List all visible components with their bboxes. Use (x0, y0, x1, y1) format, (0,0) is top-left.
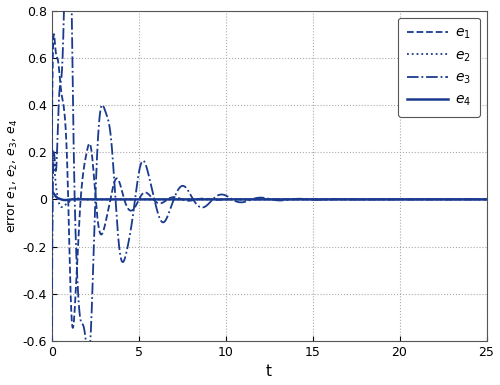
$e_1$ (371, 197, 377, 202)
Y-axis label: error $e_1$, $e_2$, $e_3$, $e_4$: error $e_1$, $e_2$, $e_3$, $e_4$ (6, 119, 20, 233)
$e_4$ (50, 190, 56, 195)
$e_2$ (48, 197, 54, 202)
$e_1$ (394, 197, 400, 202)
$e_3$ (48, 344, 54, 348)
$e_3$ (394, 197, 400, 202)
$e_2$ (58, 205, 64, 209)
$e_3$ (86, 354, 91, 358)
$e_4$ (394, 197, 400, 202)
Line: $e_4$: $e_4$ (52, 192, 486, 200)
$e_2$ (325, 197, 331, 202)
$e_2$ (206, 197, 212, 202)
$e_1$ (325, 197, 331, 202)
$e_4$ (306, 197, 312, 202)
$e_4$ (206, 197, 212, 202)
Line: $e_1$: $e_1$ (52, 34, 486, 328)
$e_2$ (306, 197, 312, 202)
$e_4$ (371, 197, 377, 202)
$e_4$ (325, 197, 331, 202)
Line: $e_3$: $e_3$ (52, 0, 486, 356)
$e_4$ (484, 197, 490, 202)
$e_2$ (70, 197, 76, 201)
$e_4$ (48, 191, 54, 195)
$e_1$ (70, 326, 76, 330)
$e_2$ (394, 197, 400, 202)
Line: $e_2$: $e_2$ (52, 146, 486, 207)
$e_4$ (70, 197, 76, 202)
$e_3$ (306, 197, 312, 202)
$e_1$ (70, 321, 76, 326)
$e_1$ (306, 197, 312, 202)
$e_3$ (70, 139, 76, 144)
$e_3$ (206, 201, 212, 206)
$e_2$ (48, 144, 54, 149)
X-axis label: t: t (266, 365, 272, 380)
$e_2$ (484, 197, 490, 202)
$e_4$ (62, 198, 68, 203)
$e_2$ (371, 197, 377, 202)
$e_3$ (371, 197, 377, 202)
Legend: $e_1$, $e_2$, $e_3$, $e_4$: $e_1$, $e_2$, $e_3$, $e_4$ (398, 17, 479, 117)
$e_3$ (484, 197, 490, 202)
$e_3$ (325, 197, 331, 202)
$e_1$ (51, 32, 57, 37)
$e_1$ (48, 152, 54, 157)
$e_1$ (484, 197, 490, 202)
$e_1$ (206, 197, 212, 201)
